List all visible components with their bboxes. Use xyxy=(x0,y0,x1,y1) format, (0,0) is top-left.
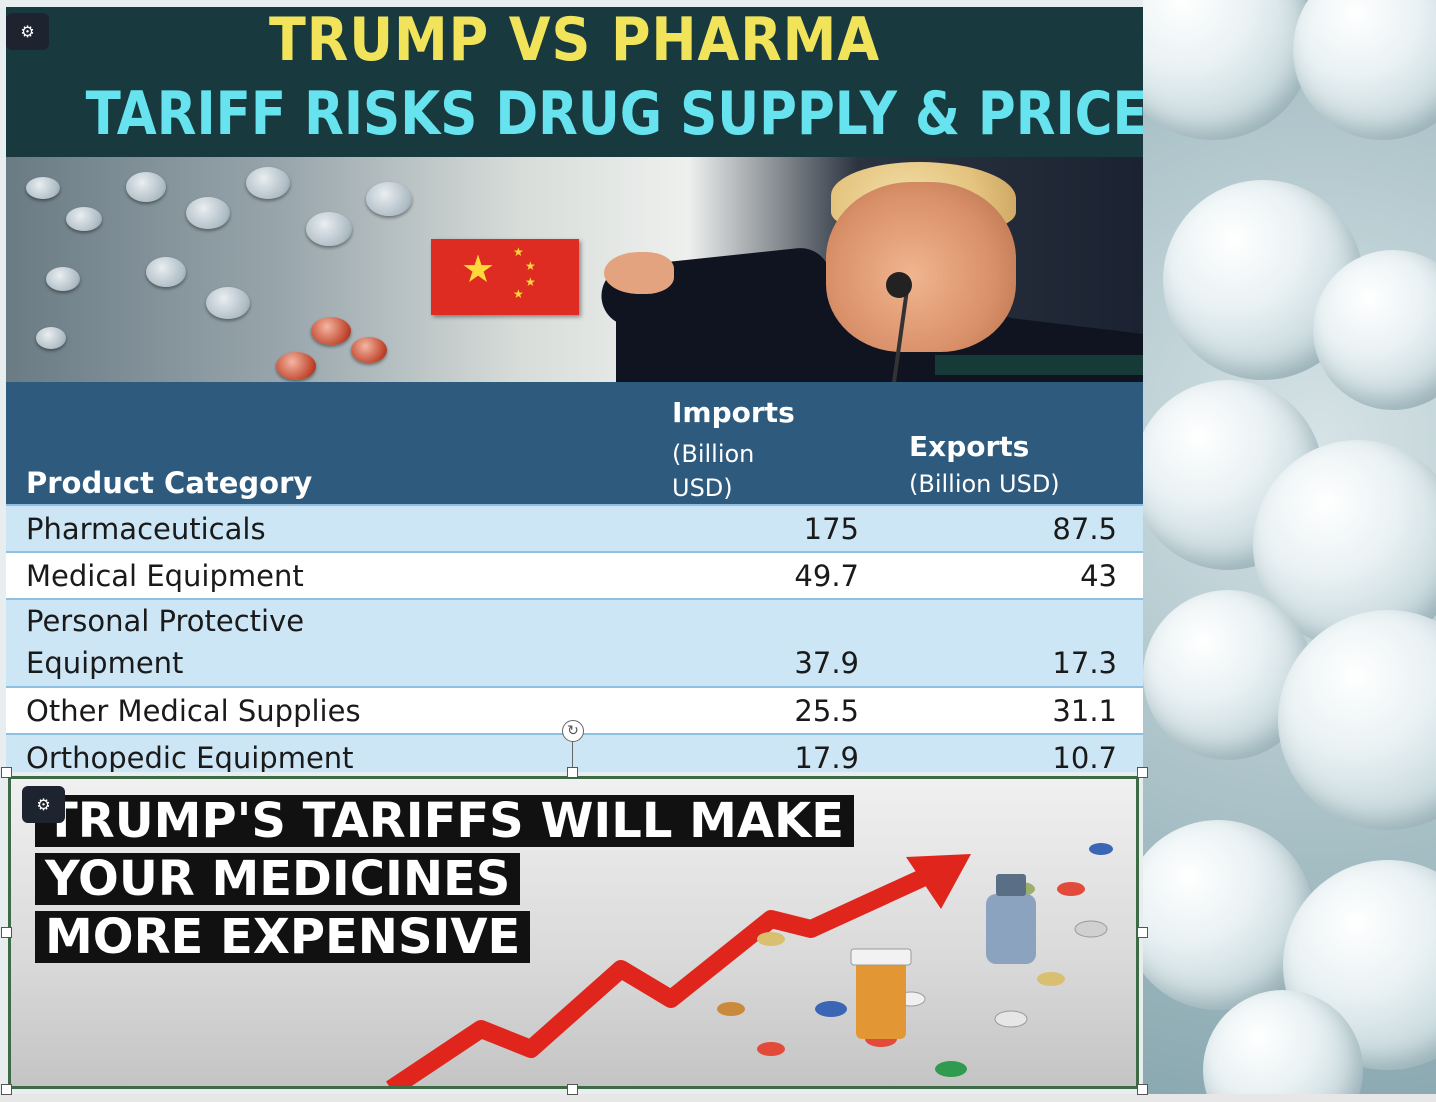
header-imports-unit: (Billion USD) xyxy=(672,440,755,502)
cell-exports: 10.7 xyxy=(1052,741,1117,772)
resize-handle-bottom-right[interactable] xyxy=(1137,1084,1148,1095)
table-row: Personal Protective Equipment 37.9 17.3 xyxy=(6,598,1143,686)
cell-category: Other Medical Supplies xyxy=(26,694,361,728)
trade-table[interactable]: Product Category Imports (Billion USD) E… xyxy=(6,382,1143,772)
cell-category: Medical Equipment xyxy=(26,559,304,593)
resize-handle-top-right[interactable] xyxy=(1137,767,1148,778)
cell-imports: 25.5 xyxy=(794,694,859,728)
background-decoration xyxy=(1143,0,1436,1102)
resize-handle-top[interactable] xyxy=(567,767,578,778)
rotate-handle-icon[interactable]: ↻ xyxy=(562,720,584,742)
table-row: Pharmaceuticals 175 87.5 xyxy=(6,504,1143,551)
status-strip xyxy=(0,1094,1436,1102)
cell-imports: 175 xyxy=(803,512,859,546)
rising-arrow-icon xyxy=(386,843,1113,1086)
cell-imports: 49.7 xyxy=(794,559,859,593)
header-imports: Imports xyxy=(672,396,795,429)
banner-title-line1: TRUMP VS PHARMA xyxy=(268,7,881,75)
cell-category: Pharmaceuticals xyxy=(26,512,266,546)
cell-imports: 37.9 xyxy=(794,646,859,680)
watermark-corner xyxy=(935,355,1143,375)
cell-category-cont: Equipment xyxy=(26,646,184,680)
pills-cluster xyxy=(717,843,1113,1077)
header-exports: Exports xyxy=(909,430,1030,463)
resize-handle-bottom-left[interactable] xyxy=(1,1084,12,1095)
china-flag-icon: ★ ★ ★ ★ ★ xyxy=(431,239,579,315)
resize-handle-left[interactable] xyxy=(1,927,12,938)
cell-imports: 17.9 xyxy=(794,741,859,772)
header-exports-unit: (Billion USD) xyxy=(909,470,1060,498)
table-header: Product Category Imports (Billion USD) E… xyxy=(6,382,1143,504)
cell-exports: 43 xyxy=(1080,559,1117,593)
brain-icon[interactable]: ⚙ xyxy=(6,13,49,50)
banner-title-line2: TARIFF RISKS DRUG SUPPLY & PRICES xyxy=(85,79,1143,149)
cell-exports: 87.5 xyxy=(1052,512,1117,546)
rotate-connector xyxy=(572,742,573,770)
resize-handle-bottom[interactable] xyxy=(567,1084,578,1095)
tariff-headline-image[interactable]: TRUMP'S TARIFFS WILL MAKE YOUR MEDICINES… xyxy=(8,776,1139,1089)
banner-image[interactable]: TRUMP VS PHARMA TARIFF RISKS DRUG SUPPLY… xyxy=(6,7,1143,382)
speaker-figure xyxy=(598,162,1143,382)
header-product-category: Product Category xyxy=(26,466,313,500)
headline-line2: YOUR MEDICINES xyxy=(35,853,521,905)
banner-photo: ★ ★ ★ ★ ★ xyxy=(6,157,1143,382)
headline-line1: TRUMP'S TARIFFS WILL MAKE xyxy=(35,795,855,847)
resize-handle-top-left[interactable] xyxy=(1,767,12,778)
headline-line3: MORE EXPENSIVE xyxy=(35,911,531,963)
cell-exports: 31.1 xyxy=(1052,694,1117,728)
brain-icon[interactable]: ⚙ xyxy=(22,786,65,823)
cell-category: Personal Protective xyxy=(26,604,305,638)
cell-exports: 17.3 xyxy=(1052,646,1117,680)
resize-handle-right[interactable] xyxy=(1137,927,1148,938)
cell-category: Orthopedic Equipment xyxy=(26,741,354,772)
table-row: Medical Equipment 49.7 43 xyxy=(6,551,1143,598)
